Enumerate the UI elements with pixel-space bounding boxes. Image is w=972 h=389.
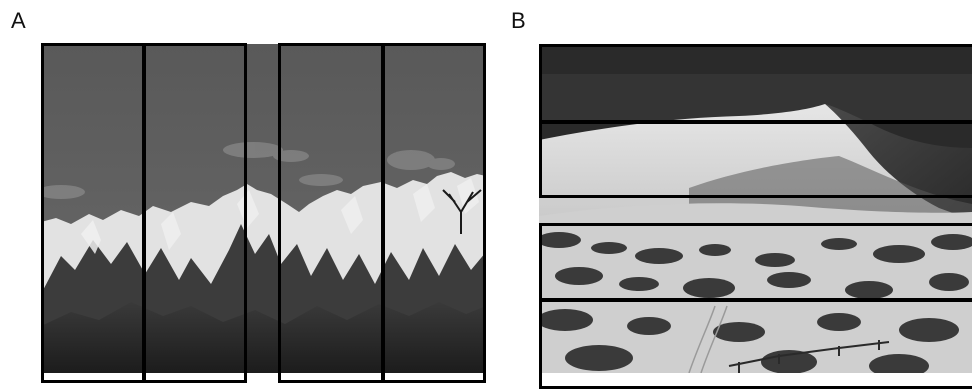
vertical-strip-outline xyxy=(382,43,486,383)
vertical-strip-outline xyxy=(278,43,384,383)
horizontal-strip-outline xyxy=(539,299,972,389)
mountain-photo xyxy=(41,44,486,373)
dune-illustration xyxy=(539,44,972,373)
fence xyxy=(728,340,890,373)
tracks xyxy=(688,305,728,373)
lower-slopes xyxy=(41,302,486,373)
vertical-strip-outline xyxy=(41,43,145,383)
panel-label-a: A xyxy=(11,8,26,33)
mountain-illustration xyxy=(41,44,486,373)
snow-highlights xyxy=(81,178,479,254)
horizontal-strip-outline xyxy=(539,44,972,123)
clouds xyxy=(41,142,455,199)
horizontal-strip-outline xyxy=(539,223,972,301)
dune-shadow-face xyxy=(825,104,972,220)
tree-silhouette xyxy=(442,189,482,234)
panel-label-b: B xyxy=(511,8,526,33)
vertical-strip-outline xyxy=(143,43,247,383)
desert-shrubs xyxy=(539,232,972,373)
dune-photo xyxy=(539,44,972,373)
horizontal-strip-outline xyxy=(539,121,972,198)
